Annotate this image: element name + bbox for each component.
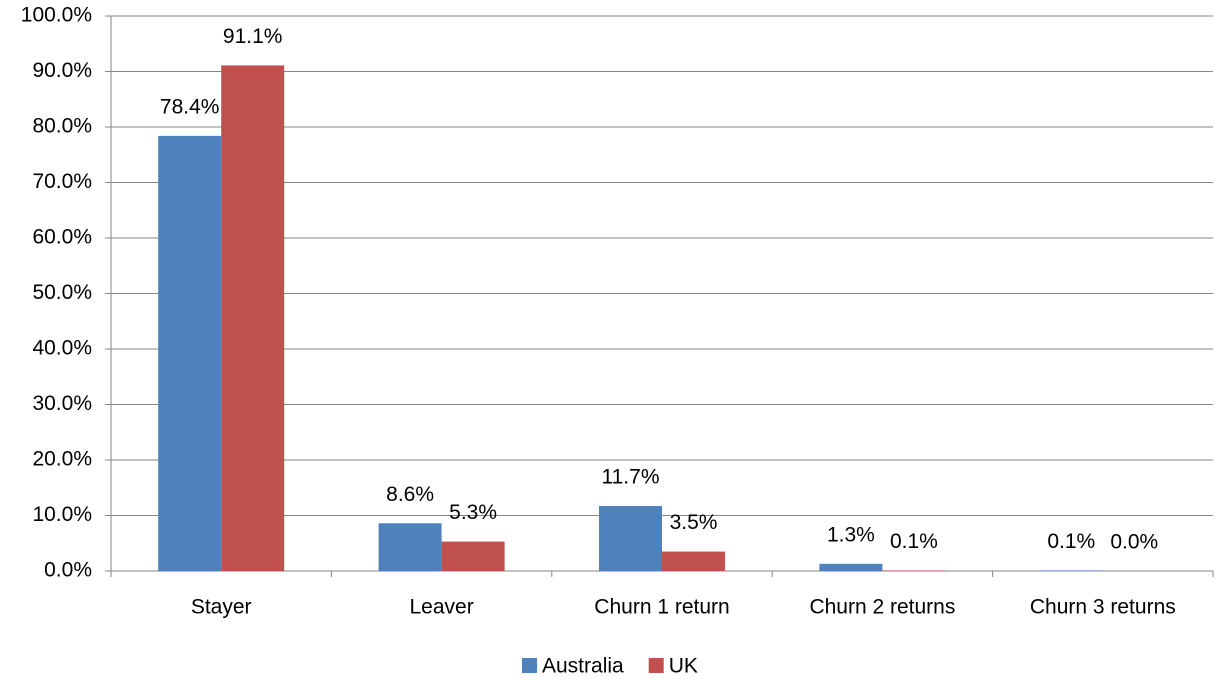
bar [819,563,883,571]
data-label: 0.1% [1047,530,1095,553]
data-label: 91.1% [223,25,283,48]
x-tick-label: Stayer [191,596,252,619]
bar [378,523,442,571]
data-label: 1.3% [827,523,875,546]
bar [1039,570,1103,571]
x-tick-label: Churn 1 return [594,596,729,619]
y-tick-label: 40.0% [32,337,92,360]
x-tick-label: Leaver [409,596,473,619]
y-tick-label: 60.0% [32,226,92,249]
bar [158,135,222,571]
y-tick-label: 20.0% [32,448,92,471]
legend-swatch [522,658,537,673]
legend-label: UK [669,655,698,678]
bar [221,65,285,572]
x-tick-label: Churn 2 returns [809,596,955,619]
legend-swatch [648,658,664,673]
y-tick-label: 100.0% [21,4,92,27]
data-label: 0.0% [1110,531,1158,554]
x-tick-label: Churn 3 returns [1030,596,1176,619]
bar [882,570,946,571]
y-tick-label: 70.0% [32,170,92,193]
data-label: 78.4% [160,95,220,118]
data-label: 5.3% [449,501,497,524]
data-label: 11.7% [602,466,660,489]
y-tick-label: 30.0% [32,392,92,415]
bar [662,551,725,571]
data-label: 8.6% [386,483,434,506]
data-label: 3.5% [670,511,718,534]
data-label: 0.1% [890,530,938,553]
legend-label: Australia [542,655,624,678]
y-tick-label: 0.0% [44,559,92,582]
bar [599,506,662,571]
y-tick-label: 50.0% [32,281,92,304]
y-tick-label: 10.0% [32,503,92,526]
y-tick-label: 90.0% [32,59,92,82]
bar [441,541,505,571]
y-tick-label: 80.0% [32,115,92,138]
